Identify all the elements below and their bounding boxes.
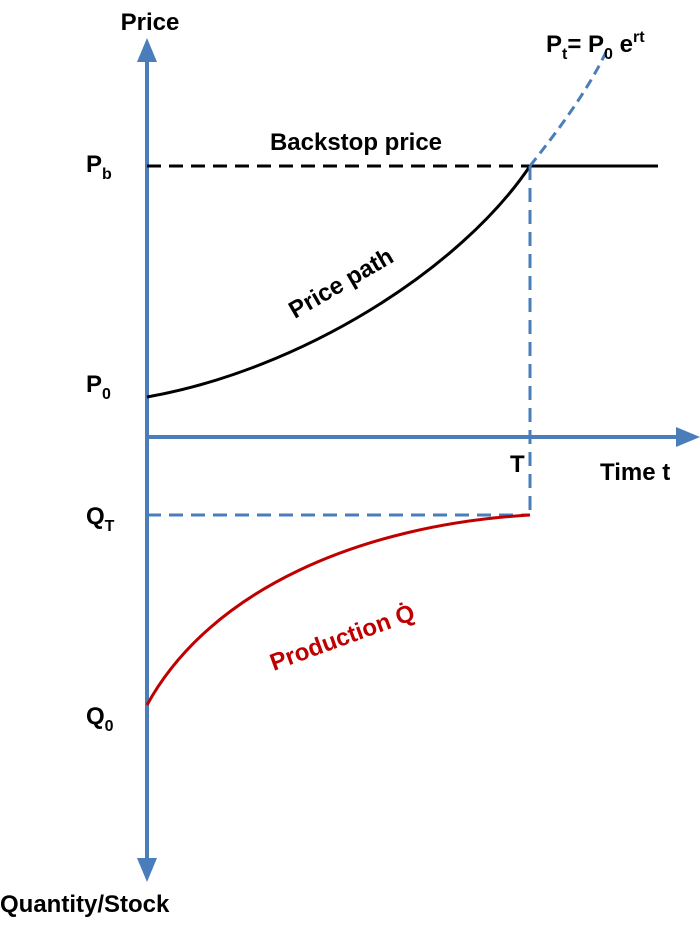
pb-label: Pb	[86, 151, 112, 183]
qt-label: QT	[86, 503, 115, 535]
y-bottom-label: Quantity/Stock	[0, 891, 170, 918]
x-axis-label: Time t	[600, 459, 670, 486]
arrow-down	[137, 858, 157, 882]
arrow-up	[137, 38, 157, 62]
price-path-curve	[146, 165, 532, 399]
price-path-label: Price path	[284, 243, 398, 324]
y-axis-label: Price	[121, 9, 180, 36]
production-label: Production Q̇	[266, 599, 418, 677]
p0-label: P0	[86, 371, 111, 403]
backstop-label: Backstop price	[270, 129, 442, 156]
production-curve	[145, 513, 531, 706]
arrow-right	[676, 427, 700, 447]
exponential-continuation	[528, 51, 608, 167]
t-label: T	[510, 451, 525, 478]
formula: Pt= P0 ert	[546, 29, 645, 63]
q0-label: Q0	[86, 703, 114, 735]
